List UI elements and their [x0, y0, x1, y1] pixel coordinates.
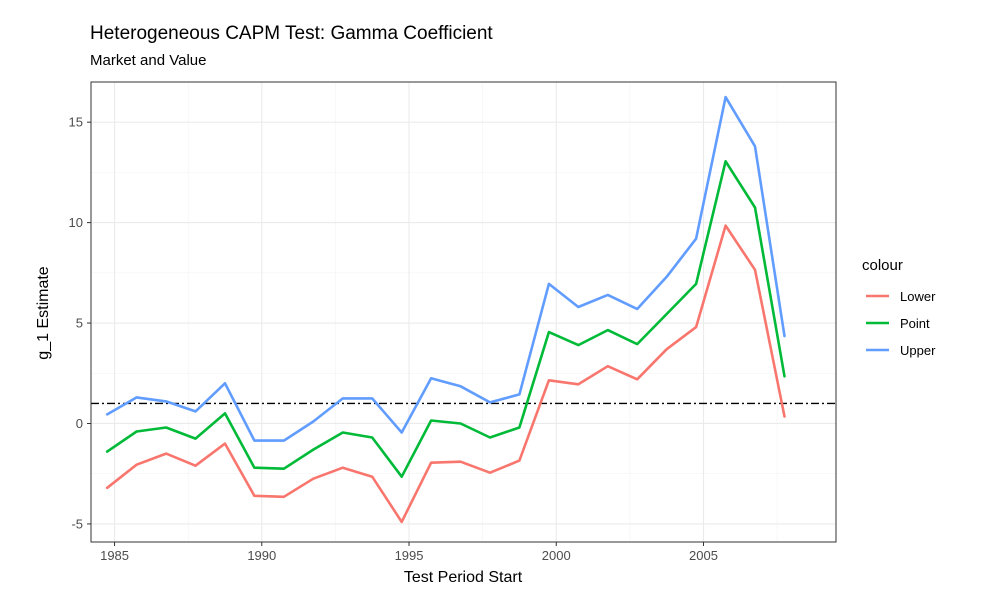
y-tick-label: 15 — [69, 115, 83, 130]
y-axis-title: g_1 Estimate — [35, 266, 52, 359]
legend-label: Point — [900, 316, 930, 331]
legend-items: Lower Point Upper — [866, 289, 936, 358]
series-group — [105, 95, 786, 524]
y-tick-label: 10 — [69, 215, 83, 230]
legend-label: Lower — [900, 289, 936, 304]
series-line-lower — [105, 224, 786, 524]
panel-background — [91, 82, 836, 542]
y-tick-label: 5 — [76, 316, 83, 331]
series-line-point — [105, 160, 786, 479]
x-tick-label: 1995 — [395, 548, 424, 563]
legend-title: colour — [862, 257, 903, 274]
chart-title: Heterogeneous CAPM Test: Gamma Coefficie… — [90, 23, 493, 44]
x-tick-label: 2000 — [542, 548, 571, 563]
y-axis: -5 0 5 10 15 — [69, 115, 91, 531]
x-tick-label: 1985 — [100, 548, 129, 563]
x-tick-label: 1990 — [247, 548, 276, 563]
x-tick-label: 2005 — [689, 548, 718, 563]
grid-major — [91, 82, 836, 542]
y-tick-label: 0 — [76, 416, 83, 431]
panel-border — [90, 81, 837, 543]
x-axis: 1985 1990 1995 2000 2005 — [100, 542, 718, 563]
legend-item-point: Point — [866, 316, 930, 331]
plot-panel — [90, 81, 837, 543]
x-axis-title: Test Period Start — [404, 569, 523, 586]
y-tick-label: -5 — [71, 516, 83, 531]
legend: colour Lower Point Upper — [862, 257, 936, 358]
chart-subtitle: Market and Value — [90, 52, 206, 69]
series-line-upper — [105, 95, 786, 442]
grid-minor — [91, 82, 836, 542]
legend-item-lower: Lower — [866, 289, 936, 304]
legend-label: Upper — [900, 343, 936, 358]
legend-item-upper: Upper — [866, 343, 936, 358]
